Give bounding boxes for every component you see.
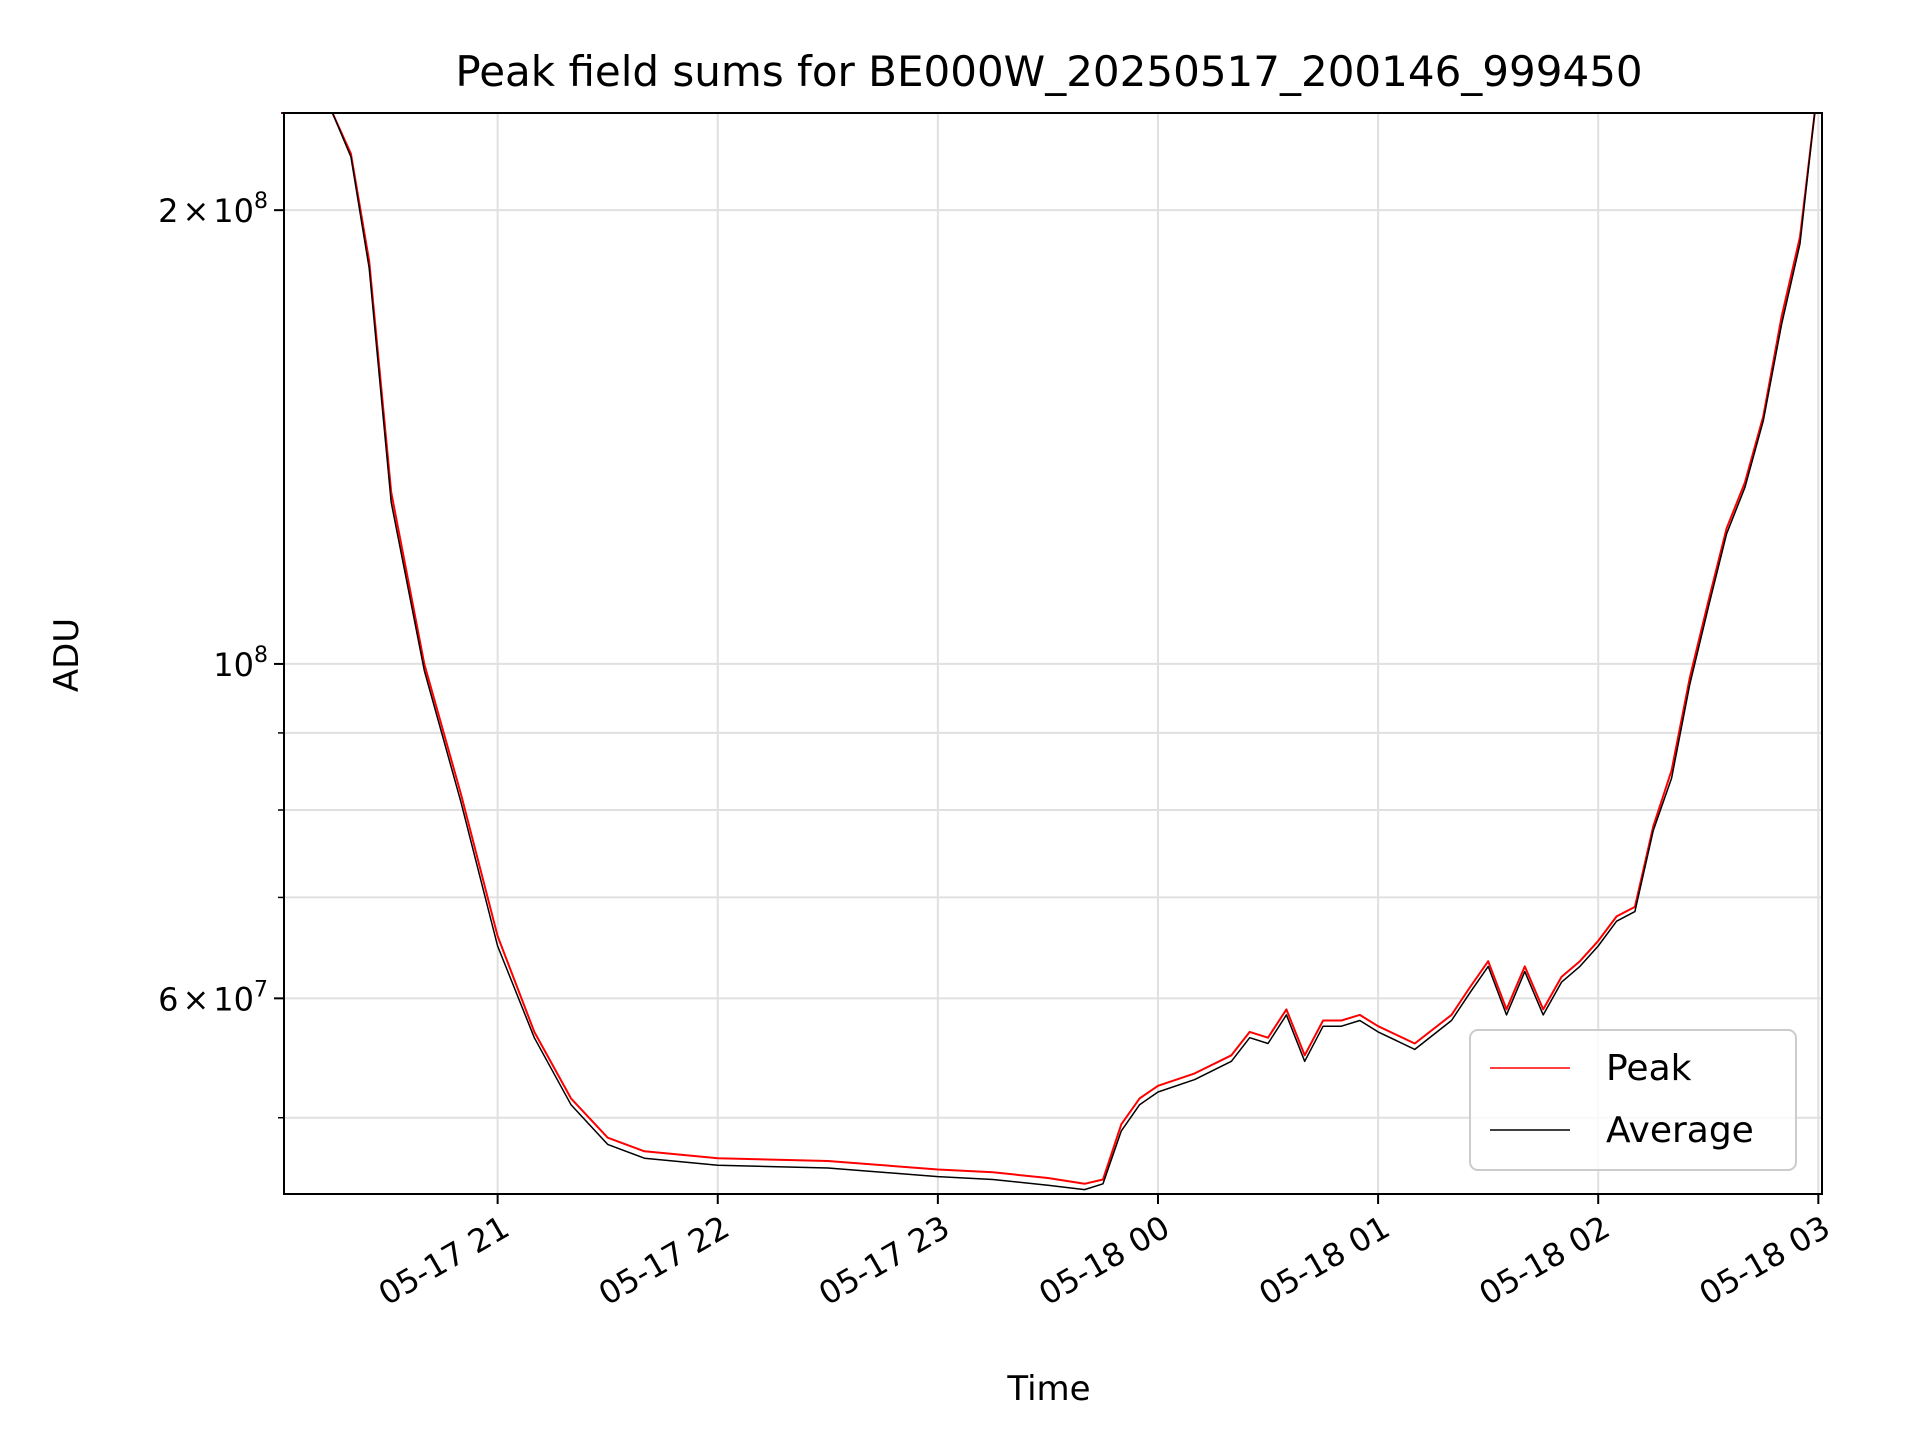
grid [284,113,1822,1194]
legend-peak-label: Peak [1606,1048,1692,1089]
legend-average-label: Average [1606,1110,1754,1151]
series-line-average [281,112,1816,1191]
y-tick-label: 2 × 108 [158,189,268,230]
y-axis-title: ADU [47,618,87,692]
series-lines [281,112,1816,1191]
x-axis-title: Time [1006,1369,1090,1409]
series-line-peak [281,112,1816,1185]
y-axis: 6 × 107 108 2 × 108 [158,189,284,1119]
y-tick-label: 6 × 107 [158,977,268,1018]
legend: Peak Average [1469,1029,1797,1171]
plot-frame [283,112,1823,1195]
y-tick-label: 108 [213,643,268,684]
legend-box [1469,1029,1797,1171]
chart-title: Peak field sums for BE000W_20250517_2001… [455,47,1642,96]
